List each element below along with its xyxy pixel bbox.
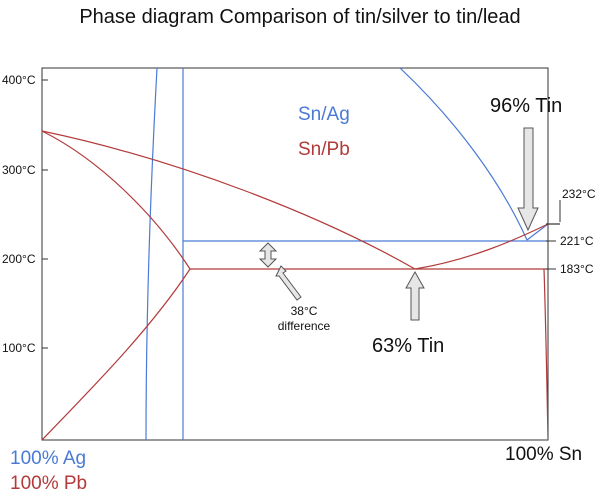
pb-solvus-right xyxy=(543,268,548,440)
plot-frame xyxy=(41,67,549,441)
pb-solidus-left xyxy=(42,130,191,270)
pb-solvus-left xyxy=(42,268,191,440)
corner-100-ag: 100% Ag xyxy=(10,448,86,469)
ag-liquidus-right xyxy=(526,223,548,241)
diagram-title: Phase diagram Comparison of tin/silver t… xyxy=(79,6,521,28)
corner-100-pb: 100% Pb xyxy=(10,473,87,494)
label-96-tin: 96% Tin xyxy=(490,95,562,117)
pb-liquidus-right xyxy=(414,223,548,270)
label-183: 183°C xyxy=(560,262,594,276)
arrow-96-tin xyxy=(517,127,539,232)
legend-sn-pb: Sn/Pb xyxy=(298,139,350,160)
legend-sn-ag: Sn/Ag xyxy=(298,104,350,125)
label-63-tin: 63% Tin xyxy=(372,335,444,357)
tick-label-100: 100°C xyxy=(2,341,36,355)
tick-label-200: 200°C xyxy=(2,252,36,266)
pb-liquidus-left xyxy=(42,130,416,270)
arrow-63-tin xyxy=(405,270,425,321)
arrow-difference-pointer xyxy=(275,265,302,301)
label-221: 221°C xyxy=(560,234,594,248)
tick-label-400: 400°C xyxy=(2,73,36,87)
double-arrow-difference xyxy=(258,242,278,268)
label-38c: 38°C xyxy=(291,304,318,318)
ag-liquidus xyxy=(399,68,528,241)
tick-label-300: 300°C xyxy=(2,163,36,177)
label-difference: difference xyxy=(278,319,331,333)
label-232: 232°C xyxy=(562,187,596,201)
corner-100-sn: 100% Sn xyxy=(505,444,582,465)
ag-solvus-left xyxy=(145,68,158,440)
